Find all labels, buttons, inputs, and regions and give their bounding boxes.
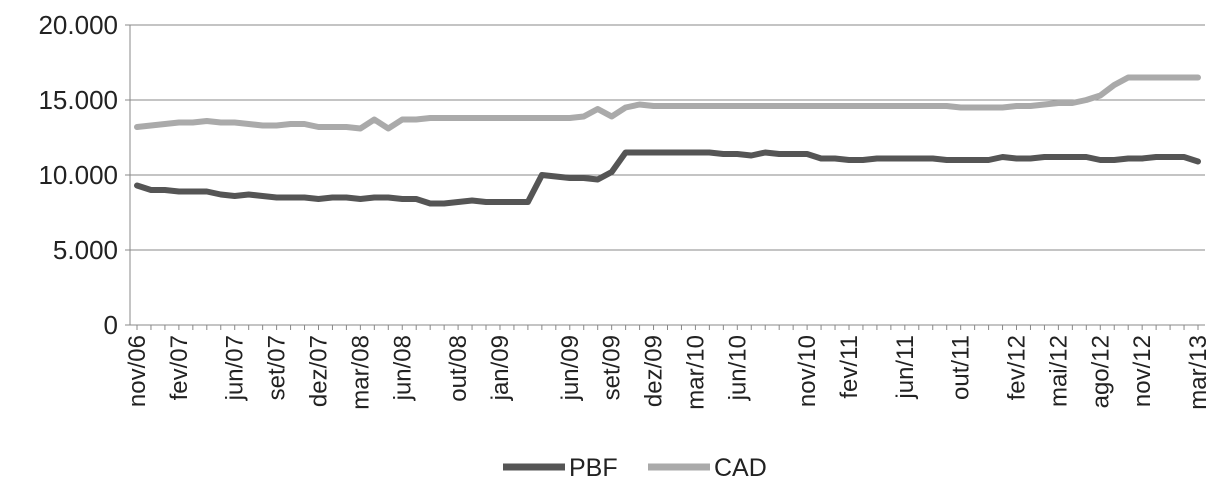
x-tick-label: ago/12 <box>1087 335 1114 408</box>
x-tick-label: nov/10 <box>794 335 821 407</box>
x-tick-label: dez/09 <box>641 335 668 407</box>
x-tick-label: mar/08 <box>347 335 374 410</box>
x-tick-label: set/09 <box>599 335 626 400</box>
x-tick-label: jan/09 <box>487 335 514 401</box>
y-tick-label: 15.000 <box>38 85 118 115</box>
x-tick-label: jun/10 <box>724 335 751 401</box>
grid-lines <box>130 24 1205 326</box>
series-line-cad <box>134 74 1201 132</box>
x-tick-label: nov/12 <box>1129 335 1156 407</box>
x-tick-label: jun/09 <box>557 335 584 401</box>
x-tick-label: mai/12 <box>1045 335 1072 407</box>
y-tick-label: 20.000 <box>38 10 118 40</box>
legend-label-cad: CAD <box>714 454 767 479</box>
x-tick-label: mar/10 <box>682 335 709 410</box>
y-tick-label: 10.000 <box>38 160 118 190</box>
legend: PBF CAD <box>503 454 767 482</box>
x-tick-label: jun/07 <box>222 335 249 401</box>
legend-label-pbf: PBF <box>569 454 618 479</box>
x-tick-label: dez/07 <box>305 335 332 407</box>
x-axis: nov/06 fev/07 jun/07 set/07 dez/07 mar/08 jun/… <box>124 325 1211 410</box>
y-tick-label: 0 <box>104 310 118 340</box>
x-tick-label: fev/07 <box>166 335 193 400</box>
x-tick-label: set/07 <box>264 335 291 400</box>
x-tick-label: mar/13 <box>1185 335 1211 410</box>
x-tick-label: out/08 <box>445 335 472 402</box>
y-axis: 0 5.000 10.000 15.000 20.000 <box>38 10 131 340</box>
series-lines <box>134 74 1201 207</box>
x-tick-label: fev/12 <box>1004 335 1031 400</box>
x-tick-label: jun/08 <box>389 335 416 401</box>
series-line-pbf <box>134 149 1201 207</box>
x-tick-label: fev/11 <box>836 335 863 399</box>
y-tick-label: 5.000 <box>53 235 118 265</box>
x-tick-label: nov/06 <box>124 335 151 407</box>
x-tick-label: out/11 <box>948 335 975 400</box>
x-tick-label: jun/11 <box>892 335 919 400</box>
